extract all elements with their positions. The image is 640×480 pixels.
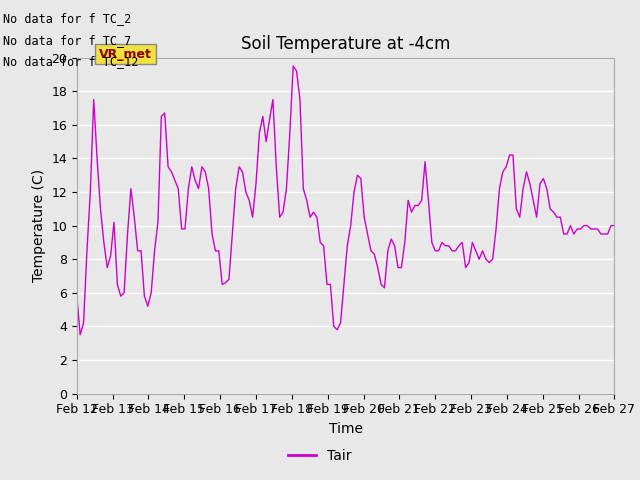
Text: No data for f TC_2: No data for f TC_2 xyxy=(3,12,131,25)
Y-axis label: Temperature (C): Temperature (C) xyxy=(31,169,45,282)
Legend: Tair: Tair xyxy=(283,443,357,468)
Text: No data for f TC_12: No data for f TC_12 xyxy=(3,55,139,68)
Title: Soil Temperature at -4cm: Soil Temperature at -4cm xyxy=(241,35,451,53)
Text: VR_met: VR_met xyxy=(99,48,152,60)
X-axis label: Time: Time xyxy=(328,422,363,436)
Text: No data for f TC_7: No data for f TC_7 xyxy=(3,34,131,47)
